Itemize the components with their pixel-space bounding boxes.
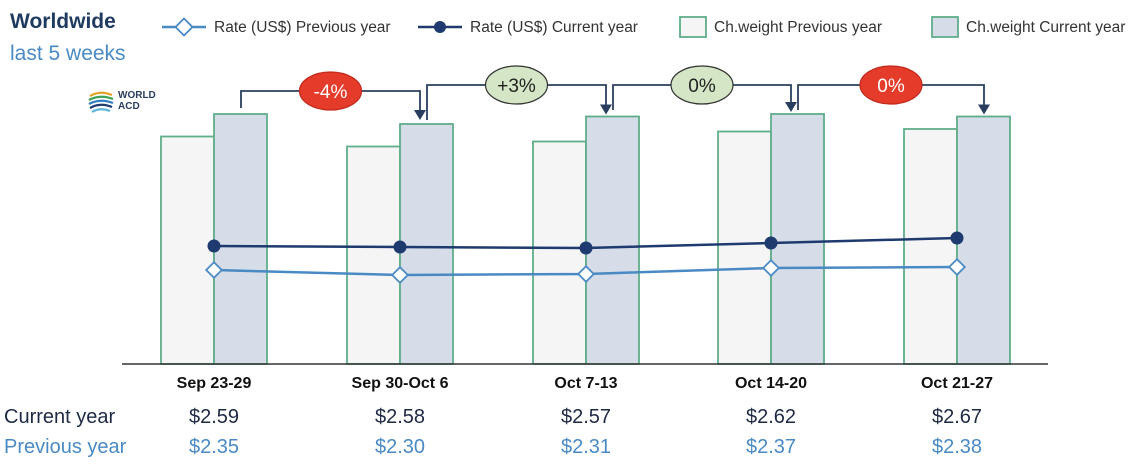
- change-badge-label-1: +3%: [497, 76, 536, 97]
- point-rate-prev-4: [947, 257, 967, 277]
- category-label-3: Oct 14-20: [735, 375, 807, 392]
- current-year-value-3: $2.62: [745, 406, 797, 428]
- category-label-2: Oct 7-13: [554, 375, 617, 392]
- change-arrowhead-3: [978, 104, 990, 115]
- change-badge-label-0: -4%: [314, 82, 348, 103]
- point-rate-prev-2: [576, 264, 596, 284]
- bar-weight-cur-4: [956, 115, 1011, 365]
- previous-year-row-label: Previous year: [4, 436, 127, 458]
- change-badge-3: [859, 65, 923, 105]
- previous-year-value-3: $2.37: [745, 436, 797, 458]
- current-year-value-4: $2.67: [931, 406, 983, 428]
- point-rate-cur-2: [579, 241, 593, 255]
- change-arrowhead-1: [600, 104, 612, 115]
- current-year-value-0: $2.59: [188, 406, 240, 428]
- category-label-4: Oct 21-27: [921, 375, 993, 392]
- current-year-value-1: $2.58: [374, 406, 426, 428]
- change-badge-label-3: 0%: [877, 76, 905, 97]
- bar-weight-cur-3: [770, 113, 825, 365]
- point-rate-cur-0: [207, 239, 221, 253]
- point-rate-cur-1: [393, 240, 407, 254]
- world-acd-logo-icon: [88, 91, 114, 113]
- current-year-value-2: $2.57: [560, 406, 612, 428]
- legend-label-rate-cur: Rate (US$) Current year: [470, 19, 638, 36]
- legend-label-rate-prev: Rate (US$) Previous year: [214, 19, 391, 36]
- bar-weight-cur-1: [399, 123, 454, 365]
- legend-swatch-weight-prev: [679, 16, 707, 38]
- legend: Rate (US$) Previous year Rate (US$) Curr…: [162, 16, 1125, 38]
- bar-weight-prev-3: [717, 130, 772, 365]
- legend-marker-rate-prev: [174, 17, 194, 37]
- logo-line-1: WORLD: [118, 90, 156, 101]
- previous-year-value-1: $2.30: [374, 436, 426, 458]
- bar-weight-prev-4: [903, 128, 958, 365]
- change-badge-0: [298, 71, 363, 111]
- chart-title: Worldwide: [10, 10, 116, 33]
- legend-label-weight-cur: Ch.weight Current year: [966, 19, 1125, 36]
- previous-year-value-4: $2.38: [931, 436, 983, 458]
- bar-weight-prev-0: [160, 135, 215, 365]
- previous-year-value-0: $2.35: [188, 436, 240, 458]
- logo-text: WORLD ACD: [118, 90, 156, 112]
- logo-line-2: ACD: [118, 101, 140, 112]
- legend-label-weight-prev: Ch.weight Previous year: [714, 19, 882, 36]
- change-badge-label-2: 0%: [688, 76, 716, 97]
- change-badge-2: [670, 65, 734, 105]
- legend-swatch-weight-cur: [931, 16, 959, 38]
- point-rate-prev-3: [761, 258, 781, 278]
- legend-marker-rate-cur: [434, 21, 446, 33]
- point-rate-cur-3: [764, 236, 778, 250]
- chart-subtitle: last 5 weeks: [10, 42, 126, 65]
- change-arrowhead-0: [414, 110, 426, 120]
- point-rate-cur-4: [950, 231, 964, 245]
- bar-weight-prev-1: [346, 145, 401, 365]
- category-label-0: Sep 23-29: [177, 375, 252, 392]
- category-label-1: Sep 30-Oct 6: [352, 375, 449, 392]
- change-badge-1: [484, 65, 549, 105]
- current-year-row-label: Current year: [4, 406, 116, 428]
- bar-weight-cur-0: [213, 113, 268, 365]
- bar-weight-prev-2: [532, 140, 587, 365]
- bar-weight-cur-2: [585, 115, 640, 365]
- point-rate-prev-0: [204, 260, 224, 280]
- previous-year-value-2: $2.31: [560, 436, 612, 458]
- change-arrowhead-2: [785, 102, 797, 112]
- point-rate-prev-1: [390, 265, 410, 285]
